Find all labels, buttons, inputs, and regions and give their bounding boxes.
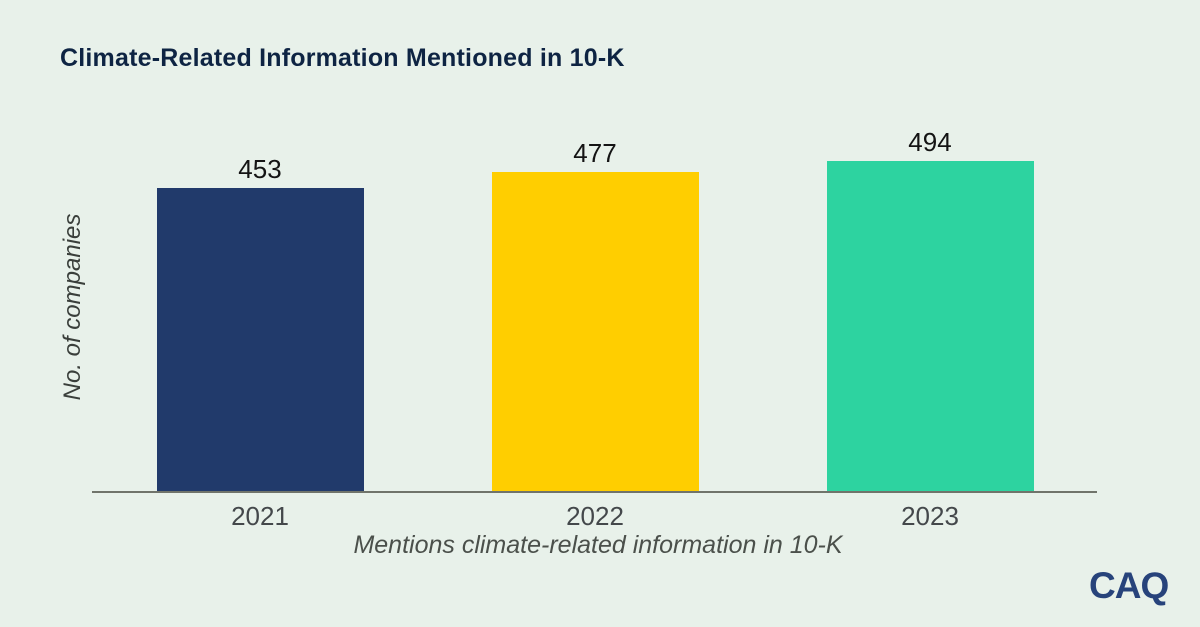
bar-value-label: 477 [573,138,617,168]
x-axis-line [92,491,1097,493]
bar-2021 [156,188,364,491]
caq-logo: CAQ [1089,565,1169,606]
x-tick-label: 2022 [566,501,624,531]
x-axis-label: Mentions climate-related information in … [353,531,843,559]
bar-2022 [491,172,699,491]
bar-value-label: 494 [908,127,952,157]
y-axis-label: No. of companies [59,213,86,401]
bar-value-label: 453 [238,154,282,184]
chart-title: Climate-Related Information Mentioned in… [60,44,625,72]
x-tick-label: 2023 [901,501,959,531]
bar-2023 [826,161,1034,491]
x-tick-label: 2021 [231,501,289,531]
